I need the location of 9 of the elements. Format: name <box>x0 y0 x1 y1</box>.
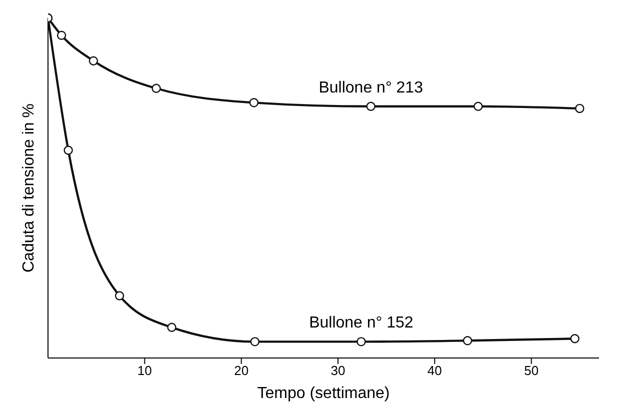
series-label: Bullone n° 213 <box>318 79 424 96</box>
x-tick-label: 10 <box>137 363 152 378</box>
x-tick-label: 30 <box>330 363 346 378</box>
series-label: Bullone n° 152 <box>309 314 414 332</box>
x-axis-title: Tempo (settimane) <box>257 385 390 402</box>
x-tick-label: 20 <box>234 363 249 378</box>
y-axis-title: Caduta di tensione in % <box>20 104 38 272</box>
x-tick-label: 40 <box>427 363 442 378</box>
x-tick-label: 50 <box>524 363 539 378</box>
